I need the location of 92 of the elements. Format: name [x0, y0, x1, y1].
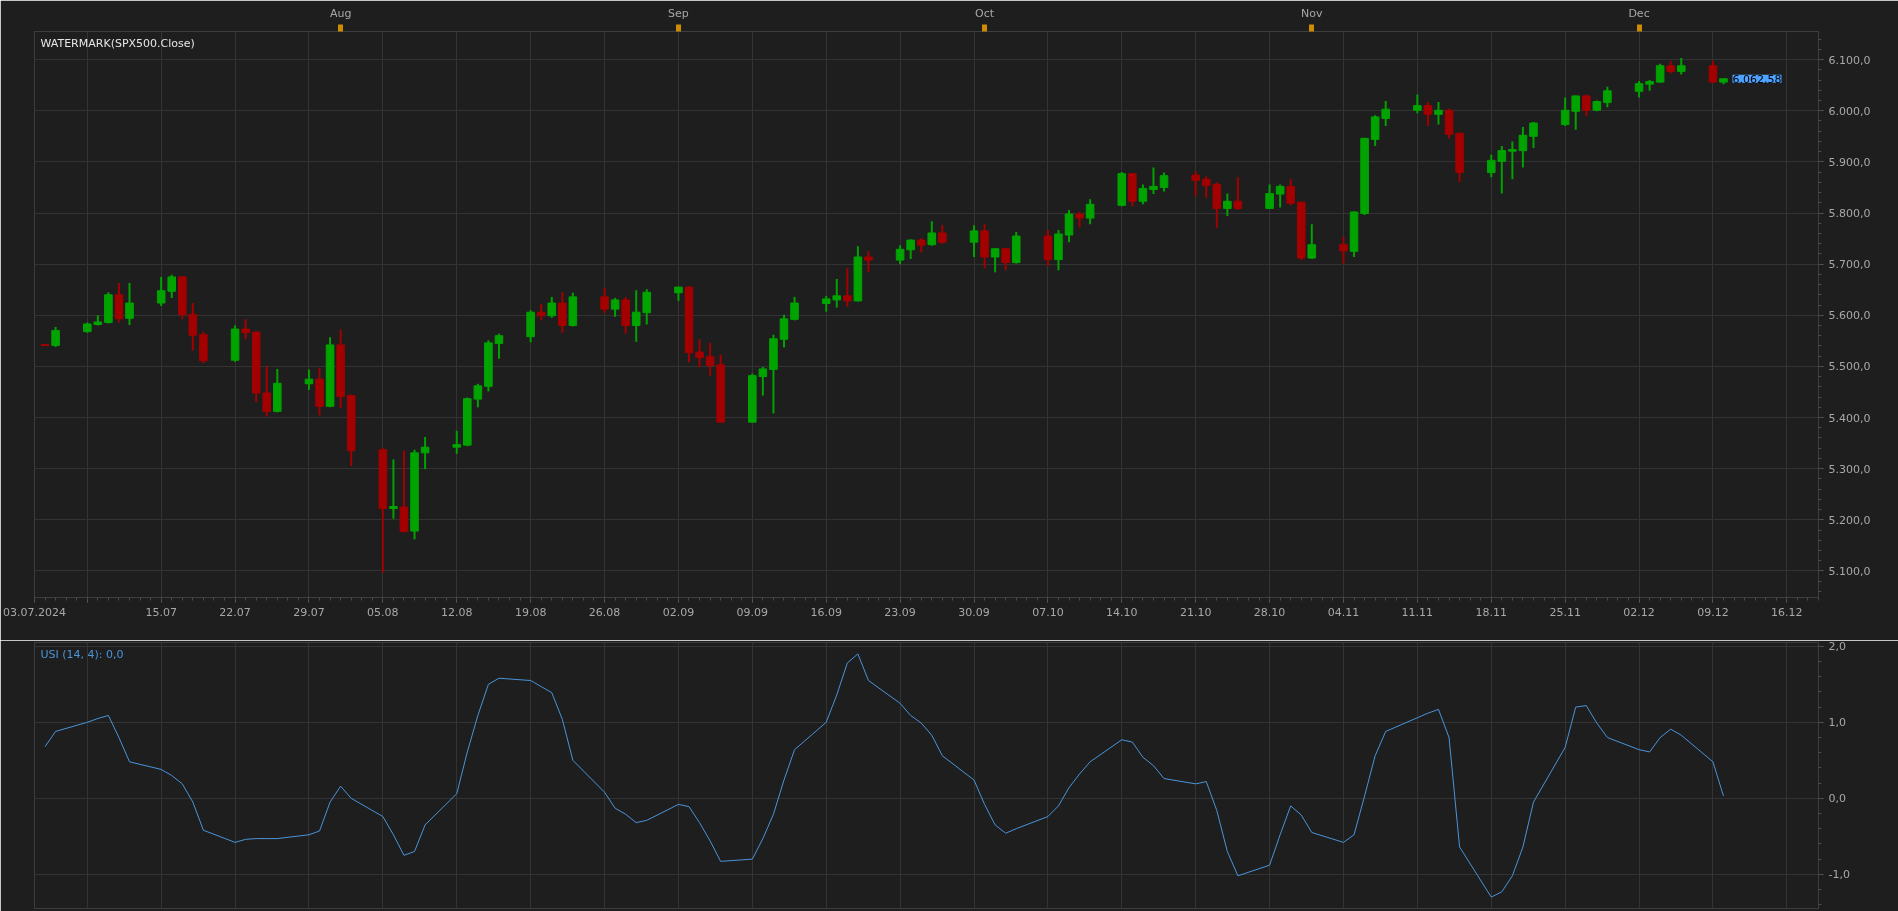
x-tick-label: 29.07 [293, 605, 325, 619]
y-tick-label: 5.200,0 [1828, 513, 1871, 527]
x-tick-label: 02.09 [662, 605, 695, 619]
candlestick [167, 273, 177, 299]
candlestick [125, 282, 134, 326]
x-tick-label: 09.12 [1697, 605, 1729, 619]
candlestick [927, 220, 937, 247]
y-tick-label: 5.100,0 [1828, 564, 1871, 578]
candlestick [610, 296, 620, 318]
candlestick [420, 435, 430, 471]
candlestick [1434, 101, 1443, 126]
candlestick [262, 365, 272, 418]
candlestick [864, 250, 873, 273]
x-tick-label: 04.11 [1327, 605, 1360, 619]
x2-tick-label: Aug [329, 6, 352, 20]
x2-tick-label: Oct [975, 6, 995, 20]
x-tick-label: 30.09 [958, 605, 990, 619]
x-tick-label: 15.07 [145, 605, 177, 619]
candlestick [1655, 62, 1665, 84]
x-tick-label: 12.08 [441, 605, 473, 619]
candlestick [558, 291, 567, 334]
y-tick-label: 0,0 [1828, 792, 1846, 806]
candlestick [1307, 223, 1317, 261]
x2-tick-label: Sep [668, 6, 689, 20]
y-tick-label: 5.900,0 [1828, 155, 1871, 169]
x-tick-label: 16.12 [1771, 605, 1803, 619]
candlestick [1043, 228, 1053, 268]
candlestick [1529, 121, 1538, 150]
x-tick-label: 16.09 [810, 605, 842, 619]
candlestick [990, 247, 1000, 274]
y-tick-label: 5.800,0 [1828, 207, 1871, 221]
candlestick [969, 224, 979, 258]
candlestick [1339, 236, 1348, 265]
candlestick [156, 275, 166, 308]
candlestick [1138, 183, 1148, 206]
candlestick [695, 338, 704, 369]
candlestick [705, 341, 715, 377]
x-tick-label: 21.10 [1179, 605, 1212, 619]
y-tick-label: 6.100,0 [1828, 53, 1871, 67]
x-tick-label: 03.07.2024 [3, 605, 66, 619]
candlestick [1223, 192, 1232, 218]
candlestick [494, 332, 504, 360]
candlestick [51, 326, 60, 348]
y-tick-label: 5.600,0 [1828, 309, 1871, 323]
text: WATERMARK(SPX500.Close) [40, 36, 195, 50]
candlestick [1413, 93, 1422, 115]
x-tick-label: 26.08 [588, 605, 621, 619]
candlestick [1286, 178, 1295, 207]
x-tick-label: 25.11 [1549, 605, 1581, 619]
x-tick-label: 28.10 [1253, 605, 1286, 619]
x-tick-label: 14.10 [1106, 605, 1138, 619]
x-tick-label: 19.08 [514, 605, 547, 619]
y-tick-label: 6.000,0 [1828, 104, 1871, 118]
x-tick-label: 07.10 [1032, 605, 1064, 619]
y-tick-label: 5.400,0 [1828, 411, 1871, 425]
y-tick-label: 1,0 [1828, 716, 1846, 730]
y-tick-label: 2,0 [1828, 640, 1846, 654]
candlestick [1708, 59, 1718, 84]
x-tick-label: 23.09 [884, 605, 916, 619]
candlestick [779, 313, 789, 349]
x-tick-label: 18.11 [1475, 605, 1508, 619]
x2-tick-label: Nov [1301, 6, 1324, 20]
x-tick-label: 05.08 [367, 605, 399, 619]
x-tick-label: 02.12 [1623, 605, 1655, 619]
candlestick [600, 287, 609, 315]
candlestick [1191, 170, 1200, 198]
candlestick [1233, 176, 1243, 211]
candlestick [938, 224, 947, 245]
candlestick [1085, 198, 1095, 226]
annotation: 6.062,58 [1732, 72, 1782, 86]
x-tick-label: 09.09 [736, 605, 769, 619]
candlestick [1581, 93, 1591, 118]
y-tick-label: 5.700,0 [1828, 258, 1871, 272]
x-tick-label: 11.11 [1401, 605, 1434, 619]
candlestick [1265, 183, 1274, 210]
candlestick [547, 295, 557, 319]
text: USI (14, 4): 0,0 [40, 647, 124, 661]
y-tick-label: 5.500,0 [1828, 360, 1871, 374]
x-tick-label: 22.07 [219, 605, 251, 619]
candlestick [1275, 183, 1285, 209]
candlestick [843, 267, 852, 308]
y-tick-label: -1,0 [1828, 868, 1850, 882]
candlestick [1149, 166, 1158, 196]
candlestick [389, 458, 398, 520]
x2-tick-label: Dec [1628, 6, 1650, 20]
candlestick [1064, 208, 1074, 244]
candlestick [241, 318, 250, 341]
candlestick [1603, 85, 1612, 109]
y-tick-label: 5.300,0 [1828, 462, 1871, 476]
candlestick [1159, 171, 1169, 193]
candlestick [452, 429, 462, 455]
candlestick [1423, 101, 1433, 128]
